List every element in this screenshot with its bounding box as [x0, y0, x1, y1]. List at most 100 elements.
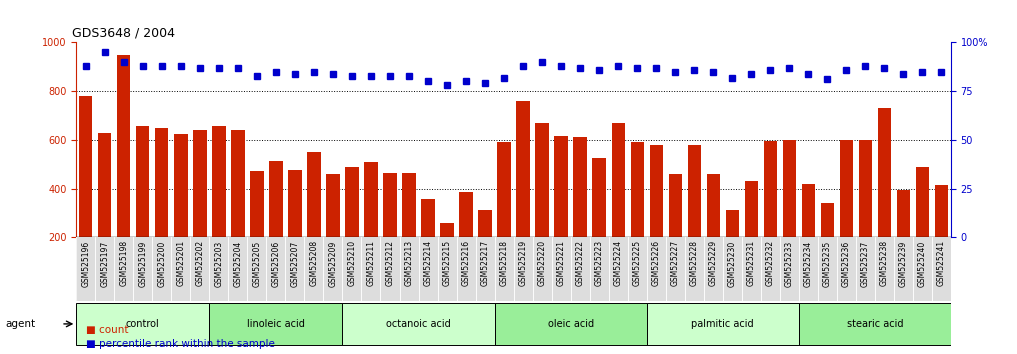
Text: GSM525238: GSM525238 — [880, 240, 889, 286]
Text: GSM525237: GSM525237 — [860, 240, 870, 287]
Bar — [798, 303, 951, 345]
Bar — [650, 145, 663, 237]
Text: GSM525200: GSM525200 — [158, 240, 167, 287]
Bar — [725, 210, 739, 237]
Bar — [213, 126, 226, 237]
Bar — [840, 140, 853, 237]
Text: octanoic acid: octanoic acid — [386, 319, 451, 329]
Text: GSM525225: GSM525225 — [633, 240, 642, 286]
Bar — [647, 303, 798, 345]
Bar — [231, 130, 244, 237]
Bar — [858, 140, 872, 237]
Bar — [631, 142, 644, 237]
Bar — [270, 160, 283, 237]
Bar — [346, 167, 359, 237]
Text: GSM525214: GSM525214 — [423, 240, 432, 286]
Text: GSM525234: GSM525234 — [803, 240, 813, 287]
Bar — [707, 174, 720, 237]
Text: GSM525203: GSM525203 — [215, 240, 224, 287]
Bar — [764, 141, 777, 237]
Text: GSM525201: GSM525201 — [176, 240, 185, 286]
Text: GSM525224: GSM525224 — [613, 240, 622, 286]
Text: GSM525219: GSM525219 — [519, 240, 528, 286]
Bar — [536, 123, 549, 237]
Bar — [383, 173, 397, 237]
Text: ■ percentile rank within the sample: ■ percentile rank within the sample — [86, 339, 276, 349]
Text: linoleic acid: linoleic acid — [247, 319, 305, 329]
Bar — [494, 303, 647, 345]
Bar — [364, 162, 377, 237]
Bar — [421, 199, 434, 237]
Bar — [554, 136, 567, 237]
Bar — [156, 128, 169, 237]
Bar — [460, 192, 473, 237]
Text: GSM525211: GSM525211 — [366, 240, 375, 286]
Bar — [593, 158, 606, 237]
Bar — [210, 303, 343, 345]
Text: GSM525208: GSM525208 — [309, 240, 318, 286]
Text: GSM525202: GSM525202 — [195, 240, 204, 286]
Bar — [878, 108, 891, 237]
Text: ■ count: ■ count — [86, 325, 129, 335]
Text: GSM525222: GSM525222 — [576, 240, 585, 286]
Text: GSM525196: GSM525196 — [81, 240, 91, 287]
Bar — [915, 167, 930, 237]
Bar — [174, 134, 187, 237]
Text: GSM525223: GSM525223 — [595, 240, 604, 286]
Text: stearic acid: stearic acid — [846, 319, 903, 329]
Bar — [517, 101, 530, 237]
Text: GSM525218: GSM525218 — [499, 240, 508, 286]
Bar — [288, 170, 302, 237]
Text: GSM525199: GSM525199 — [138, 240, 147, 287]
Bar — [821, 203, 834, 237]
Bar — [76, 303, 210, 345]
Bar — [193, 130, 206, 237]
Text: GSM525221: GSM525221 — [556, 240, 565, 286]
Text: palmitic acid: palmitic acid — [692, 319, 754, 329]
Bar — [79, 96, 93, 237]
Text: GSM525213: GSM525213 — [405, 240, 414, 286]
Bar — [497, 142, 511, 237]
Bar — [783, 140, 796, 237]
Bar — [307, 152, 320, 237]
Bar — [343, 303, 494, 345]
Text: GSM525215: GSM525215 — [442, 240, 452, 286]
Bar — [403, 173, 416, 237]
Text: GSM525226: GSM525226 — [652, 240, 661, 286]
Bar — [440, 223, 454, 237]
Text: GSM525239: GSM525239 — [899, 240, 908, 287]
Bar — [744, 181, 758, 237]
Text: GSM525197: GSM525197 — [101, 240, 109, 287]
Text: GSM525216: GSM525216 — [462, 240, 471, 286]
Bar — [801, 184, 815, 237]
Text: GSM525220: GSM525220 — [538, 240, 546, 286]
Bar — [326, 174, 340, 237]
Bar — [574, 137, 587, 237]
Text: GSM525235: GSM525235 — [823, 240, 832, 287]
Text: GSM525204: GSM525204 — [233, 240, 242, 287]
Text: agent: agent — [5, 319, 36, 329]
Bar — [611, 123, 624, 237]
Text: GSM525228: GSM525228 — [690, 240, 699, 286]
Bar — [478, 210, 492, 237]
Text: GSM525206: GSM525206 — [272, 240, 281, 287]
Text: control: control — [126, 319, 160, 329]
Bar — [687, 145, 701, 237]
Bar — [897, 190, 910, 237]
Text: GSM525227: GSM525227 — [670, 240, 679, 286]
Text: GSM525229: GSM525229 — [709, 240, 718, 286]
Bar — [935, 185, 948, 237]
Text: GSM525212: GSM525212 — [385, 240, 395, 286]
Text: GSM525233: GSM525233 — [785, 240, 794, 287]
Text: GSM525217: GSM525217 — [481, 240, 489, 286]
Text: GSM525209: GSM525209 — [328, 240, 338, 287]
Text: GSM525230: GSM525230 — [728, 240, 736, 287]
Text: GSM525231: GSM525231 — [746, 240, 756, 286]
Text: GSM525205: GSM525205 — [252, 240, 261, 287]
Text: oleic acid: oleic acid — [547, 319, 594, 329]
Text: GSM525232: GSM525232 — [766, 240, 775, 286]
Text: GSM525210: GSM525210 — [348, 240, 357, 286]
Text: GSM525240: GSM525240 — [918, 240, 926, 287]
Text: GSM525241: GSM525241 — [937, 240, 946, 286]
Text: GSM525236: GSM525236 — [842, 240, 851, 287]
